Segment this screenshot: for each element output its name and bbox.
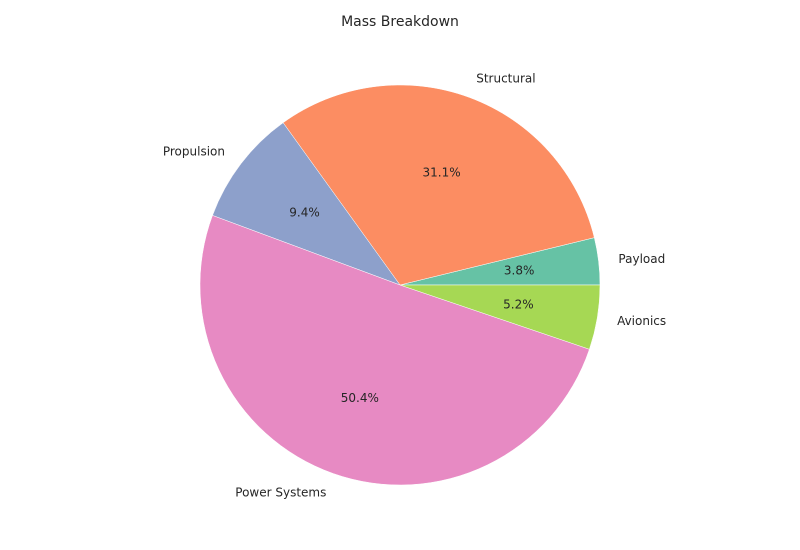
pie-slice-avionics	[399, 284, 601, 350]
percent-label: 50.4%	[341, 391, 379, 405]
category-label: Propulsion	[163, 145, 225, 159]
pie-slices	[199, 84, 601, 486]
percent-label: 5.2%	[503, 298, 534, 312]
category-label: Power Systems	[235, 485, 326, 499]
chart-title: Mass Breakdown	[341, 14, 459, 30]
percent-label: 3.8%	[504, 264, 535, 278]
percent-labels: 3.8% 31.1% 9.4% 50.4% 5.2%	[289, 165, 534, 405]
pie-slice-structural	[282, 84, 595, 286]
category-labels: Payload Structural Propulsion Power Systems…	[163, 72, 666, 500]
pie-slice-propulsion	[212, 122, 401, 286]
pie-slice-power-systems	[199, 215, 590, 486]
category-label: Avionics	[617, 314, 666, 328]
percent-label: 31.1%	[423, 165, 461, 179]
category-label: Payload	[618, 252, 665, 266]
percent-label: 9.4%	[289, 205, 320, 219]
category-label: Structural	[476, 72, 535, 86]
